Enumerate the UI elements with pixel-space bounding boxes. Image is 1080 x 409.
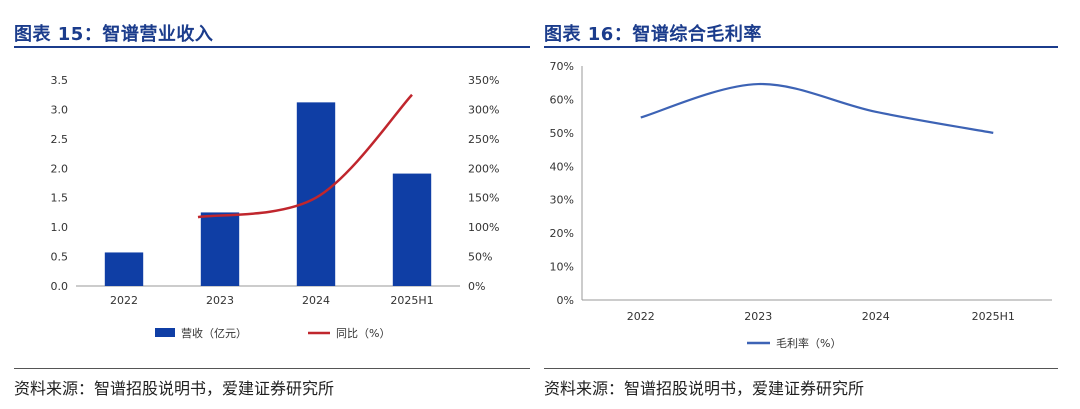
revenue-figure: 图表 15：智谱营业收入 0.0 0.5 1.0 1.5 2.0 2.5 3.0 3.5 0% 5… bbox=[0, 0, 530, 409]
y-tick-label: 50% bbox=[550, 127, 574, 140]
y-tick-label: 40% bbox=[550, 160, 574, 173]
title-rule bbox=[544, 46, 1058, 48]
source-note: 资料来源：智谱招股说明书，爱建证券研究所 bbox=[14, 379, 335, 398]
x-tick-label: 2022 bbox=[627, 310, 655, 323]
y-left-tick-label: 0.0 bbox=[51, 280, 69, 293]
bottom-rule bbox=[14, 368, 530, 369]
x-tick-label: 2024 bbox=[862, 310, 890, 323]
legend-line-label: 同比（%） bbox=[336, 327, 390, 340]
x-tick-label: 2023 bbox=[744, 310, 772, 323]
figure-title: 图表 16：智谱综合毛利率 bbox=[544, 24, 762, 45]
gross-margin-figure: 图表 16：智谱综合毛利率 0% 10% 20% 30% 40% 50% 60% 70% 202… bbox=[542, 0, 1080, 409]
revenue-chart: 0.0 0.5 1.0 1.5 2.0 2.5 3.0 3.5 0% 50% 100% 150% 200… bbox=[51, 74, 500, 340]
revenue-bar bbox=[200, 212, 240, 286]
y-right-tick-label: 150% bbox=[468, 192, 499, 205]
revenue-bar bbox=[296, 102, 336, 286]
title-rule bbox=[14, 46, 530, 48]
gross-margin-line bbox=[640, 82, 994, 134]
x-tick-label: 2025H1 bbox=[972, 310, 1015, 323]
y-right-tick-label: 0% bbox=[468, 280, 485, 293]
legend-bar-label: 营收（亿元） bbox=[181, 326, 247, 340]
legend-bar-swatch bbox=[155, 328, 175, 337]
y-right-tick-label: 100% bbox=[468, 221, 499, 234]
y-tick-label: 10% bbox=[550, 261, 574, 274]
yoy-line bbox=[197, 93, 413, 219]
y-right-tick-label: 250% bbox=[468, 133, 499, 146]
y-left-tick-label: 0.5 bbox=[51, 251, 69, 264]
x-tick-label: 2023 bbox=[206, 294, 234, 307]
revenue-bar bbox=[104, 252, 144, 286]
y-left-tick-label: 3.0 bbox=[51, 103, 69, 116]
y-left-tick-label: 1.5 bbox=[51, 192, 69, 205]
y-left-tick-label: 3.5 bbox=[51, 74, 69, 87]
y-left-tick-label: 1.0 bbox=[51, 221, 69, 234]
revenue-bar bbox=[392, 173, 432, 286]
y-right-tick-label: 50% bbox=[468, 251, 492, 264]
y-left-tick-label: 2.0 bbox=[51, 162, 69, 175]
x-tick-label: 2025H1 bbox=[390, 294, 433, 307]
y-tick-label: 0% bbox=[557, 294, 574, 307]
gross-margin-chart: 0% 10% 20% 30% 40% 50% 60% 70% 2022 2023 2024 2025H… bbox=[550, 60, 1052, 350]
legend-line-label: 毛利率（%） bbox=[776, 336, 841, 350]
y-tick-label: 30% bbox=[550, 194, 574, 207]
y-right-tick-label: 200% bbox=[468, 162, 499, 175]
y-tick-label: 20% bbox=[550, 227, 574, 240]
y-right-tick-label: 300% bbox=[468, 103, 499, 116]
y-left-tick-label: 2.5 bbox=[51, 133, 69, 146]
figure-title: 图表 15：智谱营业收入 bbox=[14, 24, 214, 45]
x-tick-label: 2022 bbox=[110, 294, 138, 307]
y-right-tick-label: 350% bbox=[468, 74, 499, 87]
source-note: 资料来源：智谱招股说明书，爱建证券研究所 bbox=[544, 379, 865, 398]
y-tick-label: 60% bbox=[550, 93, 574, 106]
bottom-rule bbox=[544, 368, 1058, 369]
x-tick-label: 2024 bbox=[302, 294, 330, 307]
y-tick-label: 70% bbox=[550, 60, 574, 73]
